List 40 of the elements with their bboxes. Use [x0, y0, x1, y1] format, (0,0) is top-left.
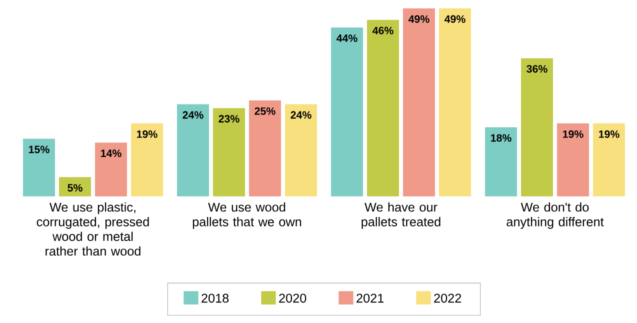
- data-label: 18%: [490, 134, 512, 142]
- bar: [95, 142, 128, 196]
- bar: [520, 58, 553, 196]
- data-label: 15%: [29, 146, 50, 154]
- bar: [249, 100, 281, 196]
- bar: [177, 104, 209, 196]
- bar: [403, 8, 435, 196]
- bar: [285, 104, 317, 196]
- legend-label: 2022: [434, 294, 462, 303]
- data-label: 5%: [68, 184, 82, 192]
- bar: [131, 123, 163, 196]
- data-label: 14%: [101, 150, 122, 158]
- data-label: 44%: [336, 34, 358, 42]
- data-label: 24%: [182, 111, 204, 119]
- bar: [439, 8, 471, 196]
- bar: [213, 108, 246, 196]
- data-label: 19%: [598, 130, 620, 138]
- data-label: 49%: [408, 15, 430, 23]
- x-tick-label: We use plastic, corrugated, pressed wood or metal rather than wood: [36, 202, 149, 256]
- legend-label: 2020: [279, 294, 306, 303]
- bar: [484, 127, 517, 196]
- bar: [592, 123, 625, 196]
- data-label: 25%: [254, 107, 276, 115]
- data-label: 19%: [137, 130, 158, 138]
- legend-label: 2018: [202, 294, 229, 303]
- x-tick-label: We have our pallets treated: [362, 202, 440, 229]
- data-label: 36%: [526, 65, 548, 73]
- bar: [59, 177, 92, 196]
- bar: [331, 28, 363, 196]
- data-label: 46%: [372, 26, 394, 34]
- legend-label: 2021: [356, 294, 384, 303]
- bar: [366, 20, 399, 196]
- bar: [557, 123, 589, 196]
- data-label: 49%: [444, 15, 466, 23]
- data-label: 19%: [562, 130, 584, 138]
- data-label: 23%: [218, 115, 240, 123]
- data-label: 24%: [290, 111, 312, 119]
- x-tick-label: We use wood pallets that we own: [192, 202, 302, 229]
- x-tick-label: We don't do anything different: [506, 202, 604, 229]
- bar: [23, 138, 56, 196]
